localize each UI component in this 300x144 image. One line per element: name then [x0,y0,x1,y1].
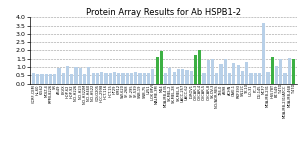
Bar [198,50,201,84]
Bar [190,71,193,84]
Bar [160,51,163,84]
Bar [215,73,218,84]
Bar [284,73,287,84]
Bar [92,73,95,84]
Bar [224,59,227,84]
Bar [288,58,291,84]
Bar [138,73,142,84]
Bar [96,73,99,84]
Bar [53,74,56,84]
Bar [45,74,48,84]
Bar [87,67,91,84]
Bar [245,62,248,84]
Bar [143,73,146,84]
Bar [36,74,39,84]
Bar [207,60,210,84]
Bar [109,73,112,84]
Bar [70,74,74,84]
Bar [211,59,214,84]
Bar [49,74,52,84]
Bar [266,72,270,84]
Bar [279,59,282,84]
Bar [126,73,129,84]
Bar [185,70,189,84]
Bar [232,63,236,84]
Bar [220,64,223,84]
Bar [122,73,124,84]
Bar [164,73,167,84]
Bar [236,65,240,84]
Bar [275,66,278,84]
Bar [172,72,176,84]
Bar [262,23,265,84]
Bar [177,69,180,84]
Bar [113,72,116,84]
Bar [249,73,253,84]
Bar [100,72,103,84]
Bar [151,69,154,84]
Bar [181,69,184,84]
Bar [79,68,82,84]
Bar [258,73,261,84]
Bar [241,71,244,84]
Bar [271,57,274,84]
Bar [155,57,159,84]
Bar [32,73,35,84]
Bar [134,72,137,84]
Bar [292,59,295,84]
Bar [228,73,231,84]
Bar [62,73,65,84]
Bar [168,68,172,84]
Bar [117,73,120,84]
Bar [130,73,133,84]
Bar [202,73,206,84]
Bar [74,67,78,84]
Bar [57,68,61,84]
Bar [147,73,150,84]
Bar [104,73,107,84]
Bar [254,73,257,84]
Bar [194,55,197,84]
Title: Protein Array Results for Ab HSPB1-2: Protein Array Results for Ab HSPB1-2 [86,7,241,17]
Bar [40,74,44,84]
Bar [66,66,69,84]
Bar [83,74,86,84]
